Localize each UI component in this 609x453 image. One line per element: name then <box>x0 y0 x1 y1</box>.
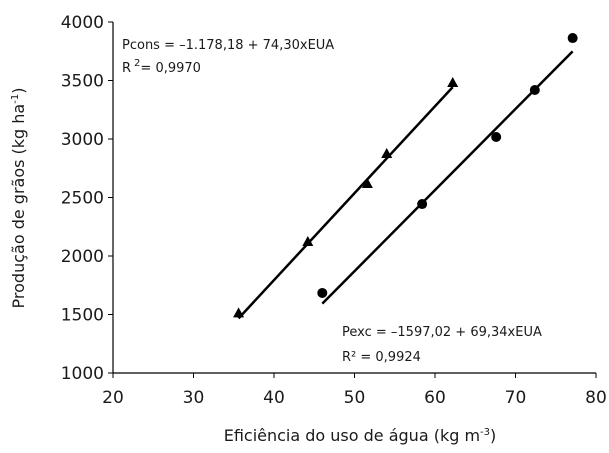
point <box>302 235 314 246</box>
fit-line <box>237 86 454 320</box>
y-tick-label: 2500 <box>61 189 104 209</box>
y-axis-label: Produção de grãos (kg ha-1) <box>9 88 28 309</box>
x-axis-label: Eficiência do uso de água (kg m-3) <box>224 426 497 445</box>
y-tick-label: 1500 <box>61 306 104 326</box>
point <box>233 307 245 318</box>
point <box>529 84 540 95</box>
x-label-sup: -3 <box>480 427 490 438</box>
point <box>567 33 578 44</box>
x-tick-label: 20 <box>102 388 124 408</box>
x-tick-label: 80 <box>585 388 607 408</box>
x-tick-label: 60 <box>424 388 446 408</box>
annotation-part: = 0,9970 <box>140 61 201 76</box>
y-label-text: Produção de grãos (kg ha <box>9 104 28 309</box>
y-label-end: ) <box>9 88 28 94</box>
x-tick-label: 70 <box>505 388 527 408</box>
y-tick-label: 4000 <box>61 13 104 33</box>
x-tick-label: 50 <box>344 388 366 408</box>
y-tick-label: 1000 <box>61 364 104 384</box>
point <box>317 287 328 298</box>
annotation: Pcons = –1.178,18 + 74,30xEUA <box>122 38 334 53</box>
annotation: R² = 0,9924 <box>342 350 421 365</box>
x-tick-label: 40 <box>263 388 285 408</box>
y-label-sup: -1 <box>10 94 21 104</box>
y-tick-label: 2000 <box>61 247 104 267</box>
point <box>417 199 428 210</box>
annotation-sup: 2 <box>134 58 140 69</box>
point <box>381 147 393 158</box>
x-label-text: Eficiência do uso de água (kg m <box>224 426 480 445</box>
point <box>447 76 459 87</box>
fit-line <box>321 50 574 305</box>
y-tick-label: 3000 <box>61 130 104 150</box>
annotation: Pexc = –1597,02 + 69,34xEUA <box>342 325 542 340</box>
point <box>491 132 502 143</box>
x-label-end: ) <box>490 426 496 445</box>
annotation: R 2= 0,9970 <box>122 58 201 76</box>
x-tick-label: 30 <box>183 388 205 408</box>
annotation-part: R <box>122 61 131 76</box>
y-tick-label: 3500 <box>61 72 104 92</box>
point <box>361 178 373 189</box>
